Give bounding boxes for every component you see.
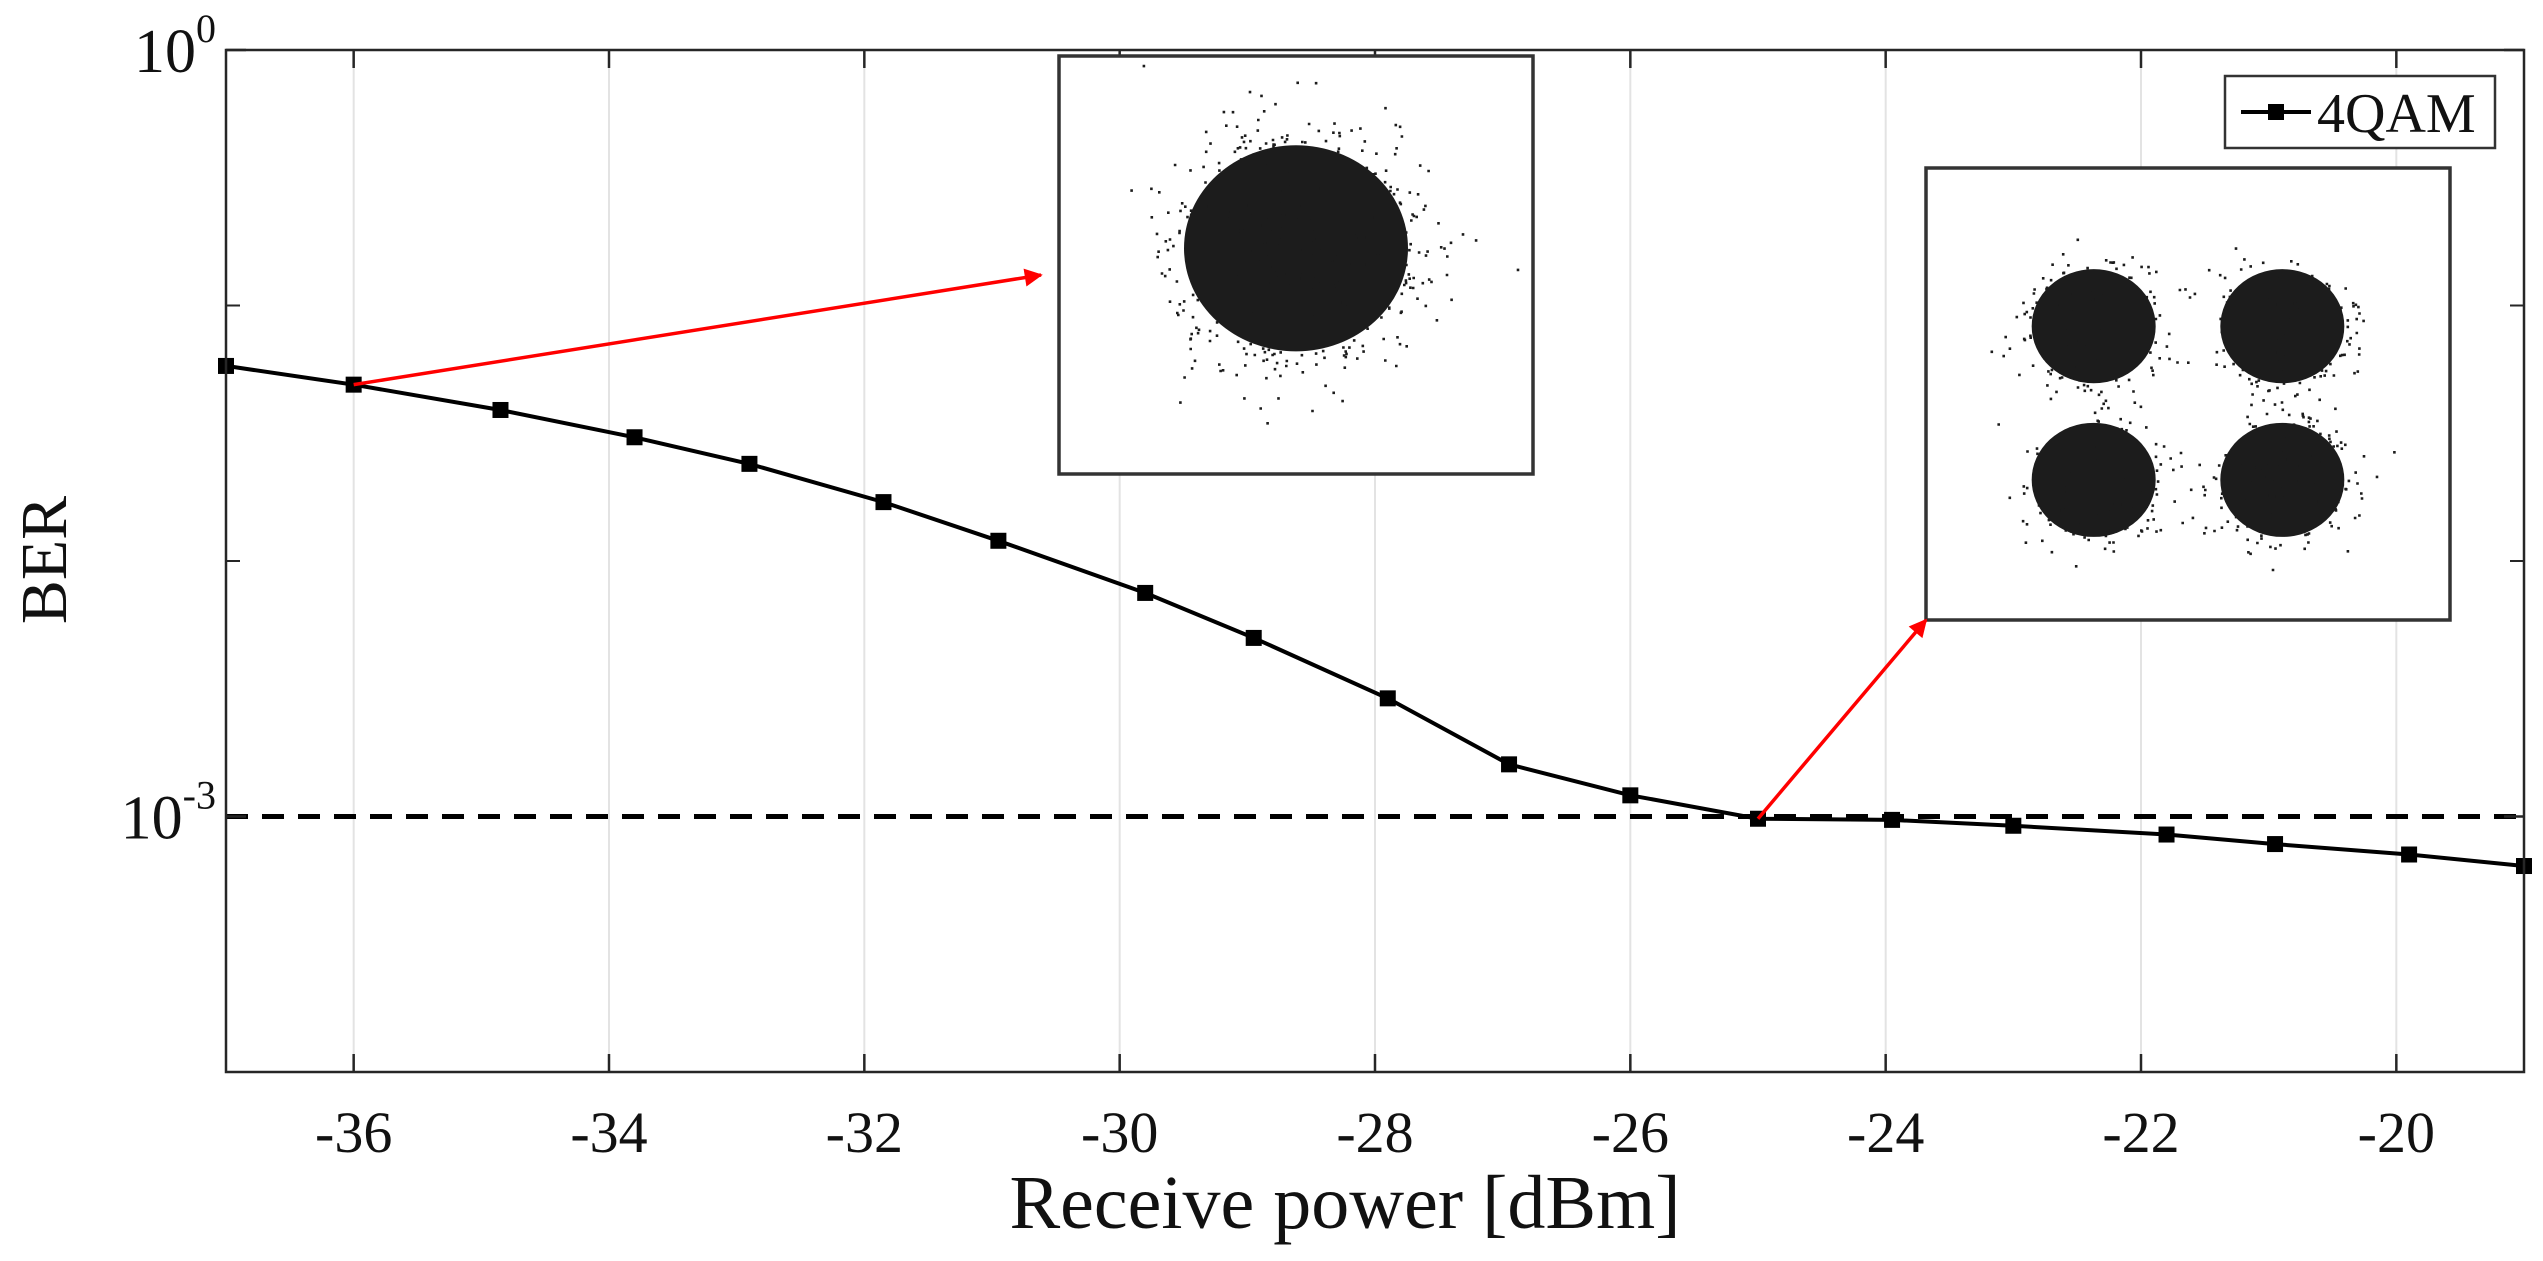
constellation-cluster — [2220, 422, 2345, 537]
x-tick-label: -20 — [2358, 1100, 2435, 1165]
data-point — [1622, 787, 1639, 804]
constellation-cluster — [2220, 269, 2345, 384]
constellation-cluster — [1184, 145, 1408, 352]
series-layer — [218, 357, 2532, 875]
x-axis-label: Receive power [dBm] — [1009, 1161, 1680, 1245]
constellation-points — [2180, 374, 2396, 572]
data-point — [741, 455, 758, 472]
data-point — [1137, 584, 1154, 601]
x-tick-label: -32 — [826, 1100, 903, 1165]
data-point — [492, 401, 509, 418]
x-tick-label: -36 — [315, 1100, 392, 1165]
data-point — [2158, 826, 2175, 843]
legend-marker — [2268, 104, 2284, 120]
y-tick-label: 10-3 — [121, 773, 216, 853]
data-point — [2267, 836, 2284, 853]
constellation-cluster — [2031, 269, 2156, 384]
data-point — [1884, 811, 1901, 828]
data-point — [1245, 629, 1262, 646]
data-point — [626, 429, 643, 446]
x-tick-label: -30 — [1081, 1100, 1158, 1165]
annotation-arrow — [353, 268, 1043, 387]
data-point — [2005, 817, 2022, 834]
data-point — [1379, 690, 1396, 707]
x-tick-label: -34 — [570, 1100, 647, 1165]
x-tick-label: -26 — [1592, 1100, 1669, 1165]
annotation-layer — [353, 268, 1928, 820]
constellation-points — [2187, 247, 2365, 416]
data-point — [2401, 846, 2418, 863]
legend: 4QAM — [2223, 74, 2497, 150]
legend-label: 4QAM — [2317, 83, 2476, 145]
constellation-inset — [1057, 54, 1535, 476]
data-point — [1501, 756, 1518, 773]
y-tick-label: 100 — [134, 6, 216, 86]
x-tick-label: -28 — [1336, 1100, 1413, 1165]
y-axis-label: BER — [8, 496, 81, 624]
inset-layer — [1057, 54, 2452, 622]
constellation-inset — [1924, 166, 2452, 622]
tick-layer: -36 -34 -32 -30 -28 -26 -24 -22 -20 100 10-3 — [121, 6, 2524, 1165]
x-tick-label: -24 — [1847, 1100, 1924, 1165]
data-point — [875, 494, 892, 511]
annotation-arrow — [1756, 618, 1928, 820]
x-tick-label: -22 — [2102, 1100, 2179, 1165]
inset-frame — [1924, 166, 2452, 622]
data-point — [990, 532, 1007, 549]
